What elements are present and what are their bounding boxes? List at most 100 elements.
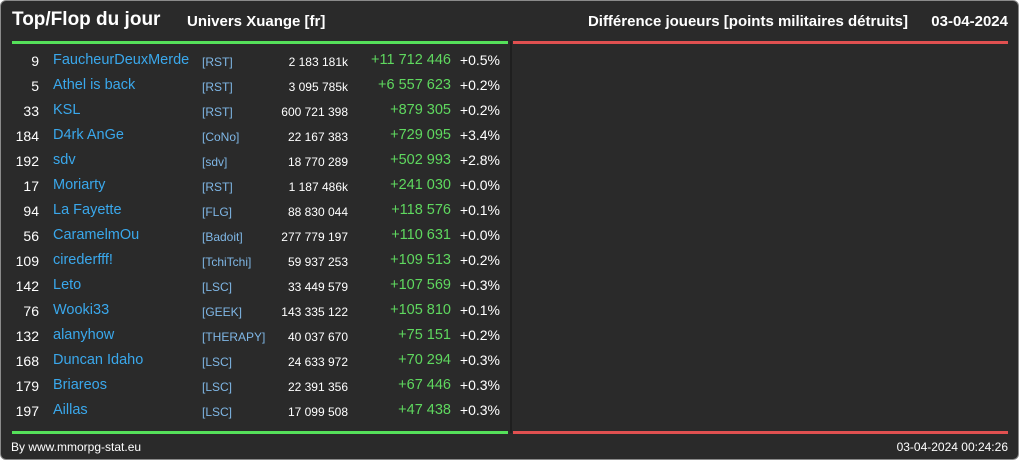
- player-name-link[interactable]: D4rk AnGe: [53, 127, 124, 143]
- player-alliance-link[interactable]: [TchiTchi]: [202, 255, 252, 269]
- player-alliance-link[interactable]: [FLG]: [202, 205, 233, 219]
- delta-percent: +0.2%: [459, 327, 500, 343]
- table-row: 184 D4rk AnGe [CoNo] 22 167 383 +729 095 +3.4…: [12, 124, 507, 149]
- player-rank: 184: [15, 128, 39, 144]
- player-alliance-link[interactable]: [RST]: [202, 105, 233, 119]
- top-divider-green: [12, 41, 508, 44]
- player-alliance-link[interactable]: [THERAPY]: [202, 330, 266, 344]
- universe-label: Univers Xuange [fr]: [187, 13, 326, 30]
- header-date: 03-04-2024: [931, 13, 1008, 30]
- player-alliance-link[interactable]: [Badoit]: [202, 230, 243, 244]
- table-row: 168 Duncan Idaho [LSC] 24 633 972 +70 294 +0.…: [12, 349, 507, 374]
- delta-percent: +3.4%: [459, 127, 500, 143]
- delta-percent: +0.3%: [459, 352, 500, 368]
- table-row: 192 sdv [sdv] 18 770 289 +502 993 +2.8%: [12, 149, 507, 174]
- table-row: 109 cirederfff! [TchiTchi] 59 937 253 +109 5…: [12, 249, 507, 274]
- points-delta: +729 095: [390, 127, 451, 143]
- stat-subtitle: Différence joueurs [points militaires dé…: [587, 13, 908, 30]
- player-alliance-link[interactable]: [sdv]: [202, 155, 228, 169]
- table-row: 142 Leto [LSC] 33 449 579 +107 569 +0.3%: [12, 274, 507, 299]
- table-row: 94 La Fayette [FLG] 88 830 044 +118 576 +0.1%: [12, 199, 507, 224]
- player-points: 22 391 356: [287, 380, 348, 394]
- delta-percent: +0.1%: [459, 302, 500, 318]
- delta-percent: +0.1%: [459, 202, 500, 218]
- delta-percent: +0.2%: [459, 252, 500, 268]
- player-alliance-link[interactable]: [LSC]: [202, 380, 233, 394]
- player-points: 17 099 508: [287, 405, 348, 419]
- player-name-link[interactable]: alanyhow: [53, 327, 115, 343]
- table-row: 132 alanyhow [THERAPY] 40 037 670 +75 151 +0.…: [12, 324, 507, 349]
- player-name-link[interactable]: Moriarty: [53, 177, 106, 193]
- delta-percent: +0.2%: [459, 77, 500, 93]
- bottom-divider-green: [12, 431, 508, 434]
- player-points: 24 633 972: [287, 355, 348, 369]
- player-name-link[interactable]: Leto: [53, 277, 82, 293]
- points-delta: +879 305: [390, 102, 451, 118]
- player-name-link[interactable]: sdv: [53, 152, 76, 168]
- player-name-link[interactable]: Briareos: [53, 377, 107, 393]
- footer-timestamp: 03-04-2024 00:24:26: [896, 440, 1008, 454]
- player-rank: 17: [23, 178, 39, 194]
- player-points: 143 335 122: [281, 305, 348, 319]
- player-rank: 56: [23, 228, 39, 244]
- table-row: 76 Wooki33 [GEEK] 143 335 122 +105 810 +0.1%: [12, 299, 507, 324]
- delta-percent: +0.0%: [459, 227, 500, 243]
- top-players-list: 9 FaucheurDeuxMerde [RST] 2 183 181k +11 712…: [12, 49, 507, 424]
- player-rank: 142: [15, 278, 39, 294]
- player-points: 59 937 253: [287, 255, 348, 269]
- player-name-link[interactable]: FaucheurDeuxMerde: [53, 52, 190, 68]
- table-row: 179 Briareos [LSC] 22 391 356 +67 446 +0.3%: [12, 374, 507, 399]
- points-delta: +70 294: [398, 352, 451, 368]
- delta-percent: +0.3%: [459, 402, 500, 418]
- player-name-link[interactable]: KSL: [53, 102, 81, 118]
- table-row: 5 Athel is back [RST] 3 095 785k +6 557 623 +…: [12, 74, 507, 99]
- player-rank: 5: [31, 78, 39, 94]
- player-points: 33 449 579: [287, 280, 348, 294]
- player-name-link[interactable]: cirederfff!: [53, 252, 113, 268]
- player-alliance-link[interactable]: [LSC]: [202, 280, 233, 294]
- player-alliance-link[interactable]: [RST]: [202, 55, 233, 69]
- player-points: 600 721 398: [281, 105, 348, 119]
- player-name-link[interactable]: Aillas: [53, 402, 88, 418]
- player-points: 2 183 181k: [288, 55, 348, 69]
- player-rank: 109: [15, 253, 39, 269]
- points-delta: +6 557 623: [378, 77, 451, 93]
- player-alliance-link[interactable]: [LSC]: [202, 355, 233, 369]
- player-name-link[interactable]: Duncan Idaho: [53, 352, 144, 368]
- player-points: 3 095 785k: [288, 80, 348, 94]
- player-rank: 76: [23, 303, 39, 319]
- player-alliance-link[interactable]: [GEEK]: [202, 305, 243, 319]
- player-rank: 9: [31, 53, 39, 69]
- table-row: 17 Moriarty [RST] 1 187 486k +241 030 +0.0%: [12, 174, 507, 199]
- player-alliance-link[interactable]: [CoNo]: [202, 130, 240, 144]
- player-points: 18 770 289: [287, 155, 348, 169]
- table-row: 56 CaramelmOu [Badoit] 277 779 197 +110 631 +…: [12, 224, 507, 249]
- player-name-link[interactable]: La Fayette: [53, 202, 122, 218]
- player-points: 88 830 044: [287, 205, 348, 219]
- column-separator: [510, 41, 512, 433]
- points-delta: +118 576: [391, 202, 451, 218]
- bottom-divider-red: [513, 431, 1008, 434]
- player-rank: 132: [15, 328, 39, 344]
- points-delta: +109 513: [390, 252, 451, 268]
- player-alliance-link[interactable]: [RST]: [202, 180, 233, 194]
- table-row: 197 Aillas [LSC] 17 099 508 +47 438 +0.3%: [12, 399, 507, 424]
- player-points: 22 167 383: [287, 130, 348, 144]
- player-name-link[interactable]: Athel is back: [53, 77, 136, 93]
- points-delta: +67 446: [398, 377, 451, 393]
- points-delta: +502 993: [390, 152, 451, 168]
- player-name-link[interactable]: CaramelmOu: [53, 227, 140, 243]
- points-delta: +11 712 446: [371, 52, 451, 68]
- player-alliance-link[interactable]: [RST]: [202, 80, 233, 94]
- points-delta: +105 810: [390, 302, 451, 318]
- player-alliance-link[interactable]: [LSC]: [202, 405, 233, 419]
- points-delta: +47 438: [398, 402, 451, 418]
- player-points: 277 779 197: [281, 230, 348, 244]
- player-name-link[interactable]: Wooki33: [53, 302, 110, 318]
- delta-percent: +0.2%: [459, 102, 500, 118]
- page-title: Top/Flop du jour: [12, 9, 161, 30]
- points-delta: +75 151: [398, 327, 451, 343]
- player-points: 40 037 670: [287, 330, 348, 344]
- player-points: 1 187 486k: [288, 180, 348, 194]
